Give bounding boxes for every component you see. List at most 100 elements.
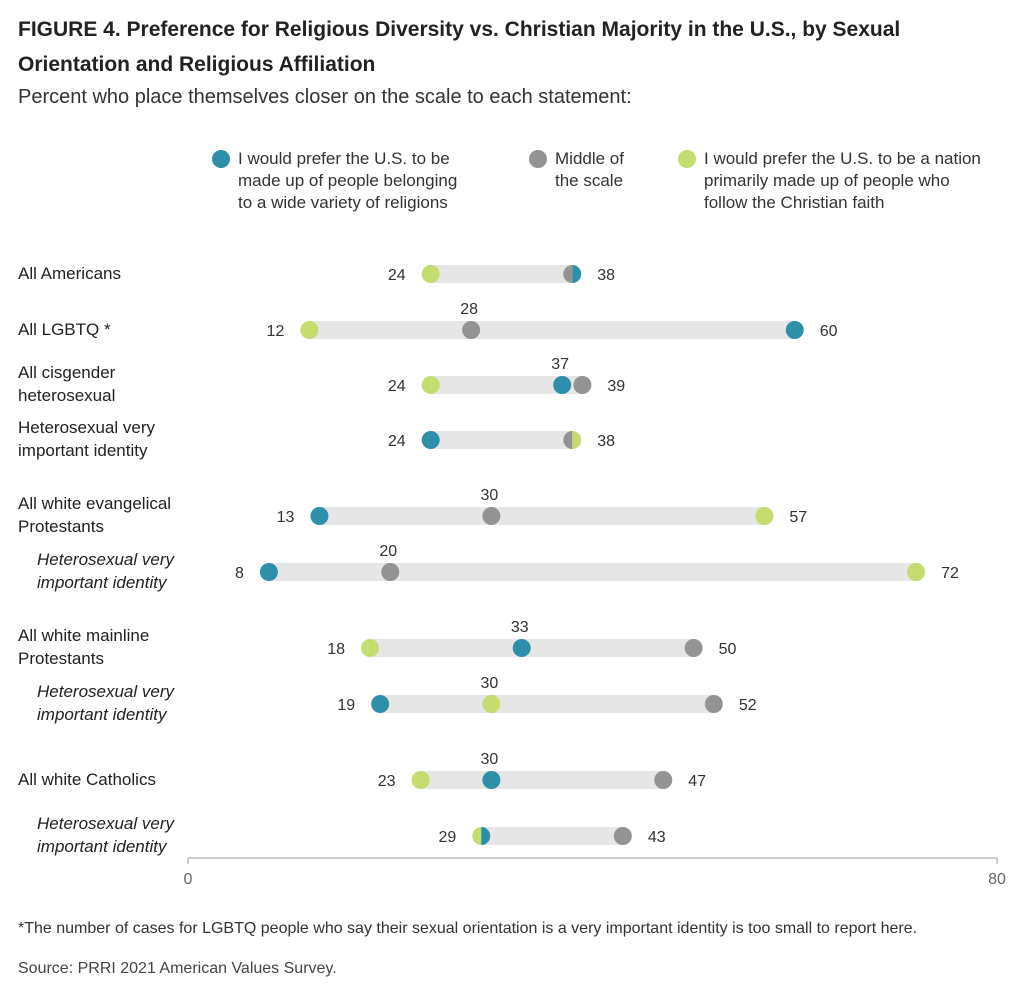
- row-label-line: important identity: [18, 441, 148, 460]
- legend-label-variety: I would prefer the U.S. to be made up of …: [238, 148, 457, 214]
- row-label: All white evangelical Protestants: [18, 492, 171, 538]
- row-label-line: Protestants: [18, 517, 104, 536]
- legend-label-line: follow the Christian faith: [704, 193, 885, 212]
- row-label-line: Heterosexual very: [37, 682, 175, 701]
- legend-label-line: I would prefer the U.S. to be: [238, 149, 450, 168]
- value-label: 39: [607, 378, 625, 395]
- dot-middle: [654, 771, 673, 789]
- dot-variety: [310, 507, 329, 525]
- row-label: All white Catholics: [18, 768, 156, 791]
- row-label-line: Heterosexual very: [18, 418, 156, 437]
- row-label-line: All white evangelical: [18, 494, 172, 513]
- dot-middle: [684, 639, 703, 657]
- dot-christian: [472, 827, 482, 845]
- value-label: 12: [267, 323, 285, 340]
- value-label: 33: [511, 619, 529, 636]
- legend-swatch-variety: [212, 150, 230, 168]
- dot-christian: [907, 563, 926, 581]
- dot-variety: [482, 771, 501, 789]
- dot-variety: [481, 827, 491, 845]
- row-label-line: Heterosexual very: [37, 550, 175, 569]
- row-label: Heterosexual very important identity: [37, 680, 174, 726]
- footnote: *The number of cases for LGBTQ people wh…: [18, 920, 918, 937]
- dot-plot: 0 80 24 38 12 60 28 24 39 37 24 38 13 57 30 8 72 20 18 50 33…: [184, 265, 1006, 888]
- legend-label-line: the scale: [555, 171, 624, 190]
- source-note: Source: PRRI 2021 American Values Survey…: [18, 960, 337, 977]
- dot-middle: [563, 265, 573, 283]
- chart-title: FIGURE 4. Preference for Religious Diver…: [18, 18, 901, 76]
- value-label: 29: [438, 829, 456, 846]
- dot-middle: [563, 431, 573, 449]
- legend-label-christian: I would prefer the U.S. to be a nation pr…: [704, 148, 981, 214]
- row-label: Heterosexual very important identity: [37, 812, 174, 858]
- legend-swatch-christian: [678, 150, 696, 168]
- range-track: [481, 827, 623, 845]
- dot-middle: [613, 827, 632, 845]
- row-label-line: All white Catholics: [18, 769, 156, 789]
- range-track: [430, 265, 573, 283]
- value-label: 38: [597, 267, 615, 284]
- dot-christian: [572, 431, 582, 449]
- row-label-line: Heterosexual very: [37, 814, 175, 833]
- dot-christian: [755, 507, 774, 525]
- legend-label-line: Middle of: [555, 149, 624, 168]
- value-label: 38: [597, 433, 615, 450]
- row-label-line: Protestants: [18, 649, 104, 668]
- value-label: 72: [941, 565, 959, 582]
- value-label: 28: [460, 301, 478, 318]
- dot-christian: [411, 771, 430, 789]
- range-track: [309, 321, 795, 339]
- dot-variety: [785, 321, 804, 339]
- dot-variety: [259, 563, 278, 581]
- value-label: 57: [789, 509, 807, 526]
- dot-middle: [704, 695, 723, 713]
- row-label: All cisgender heterosexual: [18, 361, 115, 407]
- range-track: [380, 695, 714, 713]
- row-label: All Americans: [18, 262, 121, 285]
- value-label: 13: [277, 509, 295, 526]
- value-label: 18: [327, 641, 345, 658]
- dot-variety: [572, 265, 582, 283]
- row-label-line: important identity: [37, 837, 167, 856]
- range-track: [268, 563, 917, 581]
- row-label: All white mainline Protestants: [18, 624, 149, 670]
- dot-christian: [421, 376, 440, 394]
- value-label: 37: [551, 356, 569, 373]
- legend-label-line: made up of people belonging: [238, 171, 458, 190]
- value-label: 19: [337, 697, 355, 714]
- range-track: [420, 771, 664, 789]
- range-track: [370, 639, 694, 657]
- range-track: [319, 507, 765, 525]
- value-label: 24: [388, 267, 406, 284]
- value-label: 8: [235, 565, 244, 582]
- row-label-line: important identity: [37, 573, 167, 592]
- row-label-line: All white mainline: [18, 626, 150, 645]
- row-label-line: heterosexual: [18, 386, 116, 405]
- row-label: All LGBTQ *: [18, 318, 111, 341]
- value-label: 20: [379, 543, 397, 560]
- value-label: 24: [388, 378, 406, 395]
- legend-label-middle: Middle of the scale: [555, 148, 624, 192]
- row-label: Heterosexual very important identity: [18, 416, 155, 462]
- row-label-line: important identity: [37, 705, 167, 724]
- dot-christian: [421, 265, 440, 283]
- dot-variety: [371, 695, 390, 713]
- value-label: 43: [648, 829, 666, 846]
- x-tick-label: 80: [988, 871, 1006, 888]
- dot-middle: [482, 507, 501, 525]
- legend-label-line: I would prefer the U.S. to be a nation: [704, 149, 981, 168]
- dot-middle: [381, 563, 400, 581]
- legend-label-line: primarily made up of people who: [704, 171, 950, 190]
- value-label: 23: [378, 773, 396, 790]
- value-label: 50: [719, 641, 737, 658]
- dot-christian: [300, 321, 319, 339]
- dot-christian: [361, 639, 380, 657]
- value-label: 52: [739, 697, 757, 714]
- dot-middle: [573, 376, 592, 394]
- value-label: 47: [688, 773, 706, 790]
- value-label: 60: [820, 323, 838, 340]
- row-label-line: All cisgender: [18, 363, 116, 382]
- legend-swatch-middle: [529, 150, 547, 168]
- row-label-line: All Americans: [18, 263, 121, 283]
- range-track: [430, 431, 573, 449]
